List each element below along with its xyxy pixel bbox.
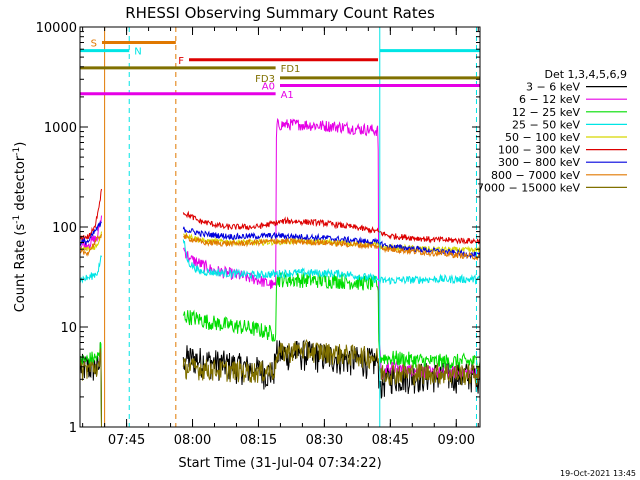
series-line-6-segment-1 — [182, 226, 481, 260]
flag-label-1: N — [134, 47, 141, 58]
legend-entry-label-0: 3 − 6 keV — [526, 81, 580, 94]
series-line-5-segment-0 — [79, 188, 102, 242]
x-tick-label-0: 07:45 — [108, 433, 145, 448]
y-tick-label-3: 1000 — [44, 121, 77, 136]
series-line-4-segment-0 — [79, 231, 102, 253]
flag-label-3: F — [178, 56, 184, 67]
x-tick-label-4: 08:45 — [372, 433, 409, 448]
series-line-5-segment-1 — [182, 210, 481, 245]
flag-label-0: S — [91, 38, 97, 49]
flag-label-7: A1 — [281, 90, 294, 101]
x-tick-label-1: 08:00 — [174, 433, 211, 448]
legend-entry-label-3: 25 − 50 keV — [512, 118, 580, 131]
series-line-8-segment-1 — [182, 338, 481, 387]
y-tick-label-2: 100 — [52, 221, 77, 236]
legend-entry-label-2: 12 − 25 keV — [512, 106, 580, 119]
series-line-0-segment-0 — [79, 342, 102, 428]
y-tick-label-1: 10 — [60, 321, 77, 336]
flag-label-5: FD3 — [255, 74, 275, 85]
footer-timestamp: 19-Oct-2021 13:45 — [560, 469, 636, 478]
series-line-3-segment-0 — [79, 255, 102, 284]
legend-entry-label-6: 300 − 800 keV — [498, 156, 580, 169]
chart-title: RHESSI Observing Summary Count Rates — [125, 4, 435, 22]
legend-entry-label-4: 50 − 100 keV — [505, 131, 580, 144]
legend-entry-label-7: 800 − 7000 keV — [491, 169, 580, 182]
x-tick-label-2: 08:15 — [240, 433, 277, 448]
y-tick-label-4: 10000 — [36, 21, 77, 36]
legend-entry-label-1: 6 − 12 keV — [519, 93, 580, 106]
series-line-1-segment-0 — [79, 215, 102, 251]
legend-entry-label-8: 7000 − 15000 keV — [477, 181, 580, 194]
y-tick-label-0: 1 — [69, 421, 77, 436]
y-axis-label-mid: detector — [13, 155, 28, 215]
y-axis-label-sup2: -1 — [12, 147, 22, 156]
legend-entry-label-5: 100 − 300 keV — [498, 144, 580, 157]
x-axis-label: Start Time (31-Jul-04 07:34:22) — [178, 456, 381, 471]
y-axis-label: Count Rate (s-1 detector-1) — [12, 142, 28, 313]
x-tick-label-3: 08:30 — [306, 433, 343, 448]
y-axis-label-end: ) — [13, 142, 28, 147]
series-line-1-segment-1 — [182, 117, 481, 380]
axes: 1 10 100 1000 10000 07:45 08:00 08:15 08:30 08:45… — [36, 21, 480, 448]
legend-title: Det 1,3,4,5,6,9 — [544, 68, 627, 81]
series-layer — [79, 117, 481, 428]
series-line-6-segment-0 — [79, 220, 102, 247]
series-line-2-segment-1 — [182, 272, 481, 371]
flag-label-4: FD1 — [281, 64, 301, 75]
y-axis-label-sup: -1 — [12, 215, 22, 224]
series-line-3-segment-1 — [182, 239, 481, 285]
x-tick-label-5: 09:00 — [438, 433, 475, 448]
y-axis-label-main: Count Rate (s — [13, 224, 28, 313]
series-line-7-segment-1 — [183, 233, 481, 261]
flag-label-6: A0 — [262, 82, 275, 93]
series-line-7-segment-0 — [79, 234, 102, 257]
